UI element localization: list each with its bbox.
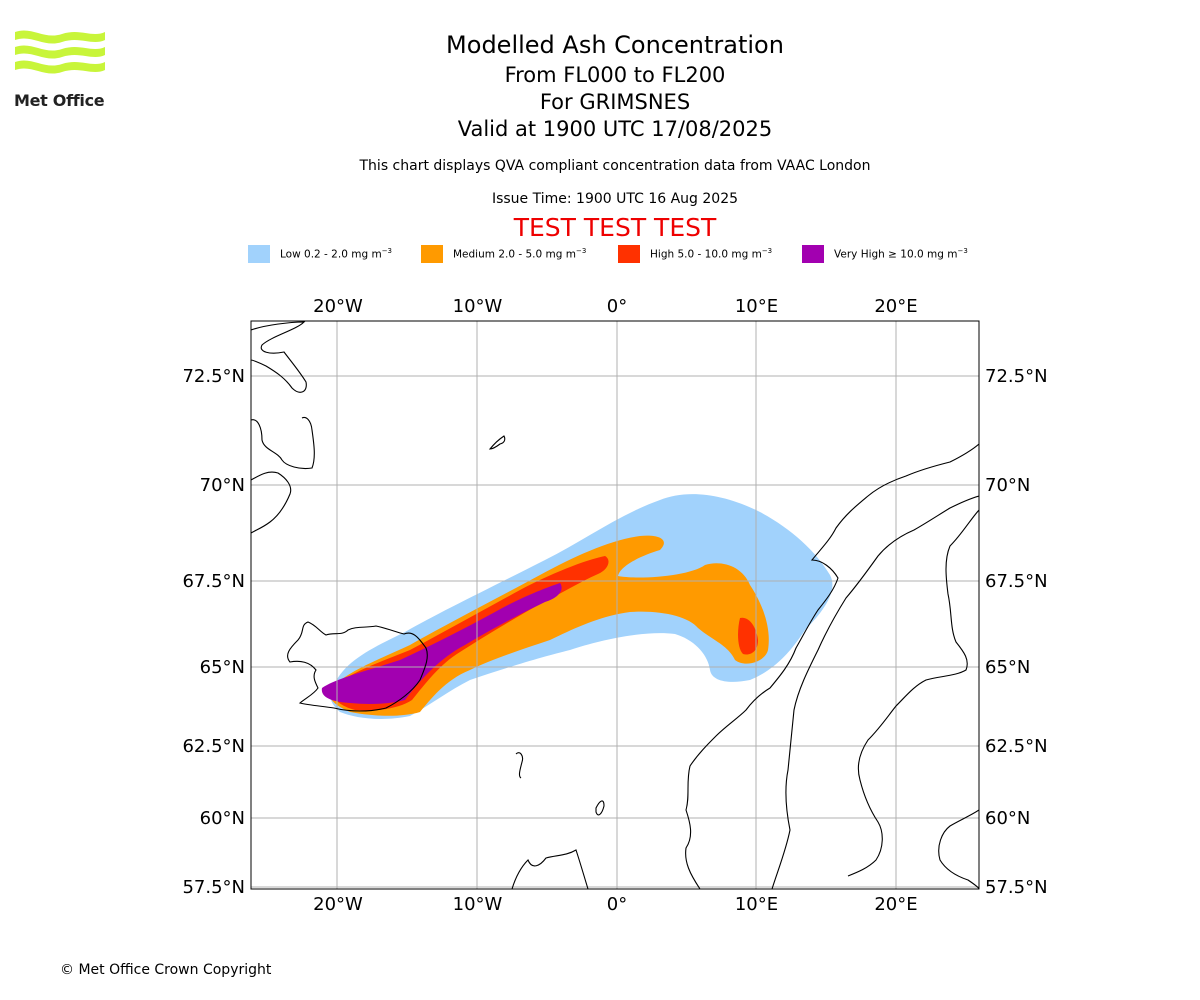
lat-tick-label-right: 62.5°N (985, 736, 1048, 757)
lat-tick-label-right: 60°N (985, 808, 1030, 829)
lon-tick-label-bottom: 20°W (313, 894, 363, 915)
lat-tick-label-left: 62.5°N (182, 736, 245, 757)
lat-tick-label-right: 67.5°N (985, 571, 1048, 592)
lat-tick-label-left: 70°N (200, 475, 245, 496)
map-frame (250, 320, 980, 890)
tick-labels: 20°W 20°W 10°W 10°W 0° 0° 10°E 10°E 20°E 20°E 72.5… (182, 296, 1047, 915)
volcano-name: For GRIMSNES (539, 90, 691, 114)
ash-very-high-contour (321, 583, 562, 704)
legend-item-very-high: Very High ≥ 10.0 mg m−3 (802, 244, 968, 263)
issue-time: Issue Time: 1900 UTC 16 Aug 2025 (491, 191, 739, 207)
coastlines (251, 321, 979, 889)
lon-tick-label-bottom: 10°E (735, 894, 778, 915)
lat-tick-label-right: 65°N (985, 657, 1030, 678)
legend-label-low: Low 0.2 - 2.0 mg m (280, 248, 382, 261)
chart-title: Modelled Ash Concentration (446, 31, 784, 59)
gridlines (251, 321, 979, 889)
lat-tick-label-right: 72.5°N (985, 366, 1048, 387)
lon-tick-label-top: 20°E (874, 296, 917, 317)
lon-tick-label-top: 10°W (453, 296, 503, 317)
lat-tick-label-left: 65°N (200, 657, 245, 678)
legend-item-low: Low 0.2 - 2.0 mg m−3 (248, 244, 392, 263)
lat-tick-label-left: 67.5°N (182, 571, 245, 592)
valid-time: Valid at 1900 UTC 17/08/2025 (457, 117, 773, 141)
copyright-notice: © Met Office Crown Copyright (60, 962, 272, 978)
lon-tick-label-top: 20°W (313, 296, 363, 317)
legend-item-high: High 5.0 - 10.0 mg m−3 (618, 244, 772, 263)
legend-swatch-very-high (802, 244, 824, 263)
legend-label-very-high: Very High ≥ 10.0 mg m (834, 248, 958, 261)
met-office-waves-icon (15, 30, 105, 74)
lat-tick-label-left: 57.5°N (182, 877, 245, 898)
test-banner: TEST TEST TEST (513, 213, 717, 242)
lat-tick-label-left: 72.5°N (182, 366, 245, 387)
legend-item-medium: Medium 2.0 - 5.0 mg m−3 (421, 244, 586, 263)
logo-text: Met Office (14, 91, 105, 110)
legend-label-medium: Medium 2.0 - 5.0 mg m (453, 248, 576, 261)
lon-tick-label-bottom: 10°W (453, 894, 503, 915)
legend-swatch-medium (421, 244, 443, 263)
map-plot-area (251, 321, 979, 889)
legend-swatch-high (618, 244, 640, 263)
lon-tick-label-top: 0° (607, 296, 627, 317)
legend-swatch-low (248, 244, 270, 263)
met-office-logo: Met Office (12, 28, 112, 118)
lon-tick-label-bottom: 0° (607, 894, 627, 915)
legend-label-high: High 5.0 - 10.0 mg m (650, 248, 762, 261)
lon-tick-label-top: 10°E (735, 296, 778, 317)
lat-tick-label-right: 57.5°N (985, 877, 1048, 898)
lat-tick-label-left: 60°N (200, 808, 245, 829)
lat-tick-label-right: 70°N (985, 475, 1030, 496)
lon-tick-label-bottom: 20°E (874, 894, 917, 915)
flight-level-range: From FL000 to FL200 (504, 63, 726, 87)
chart-description: This chart displays QVA compliant concen… (359, 158, 871, 174)
